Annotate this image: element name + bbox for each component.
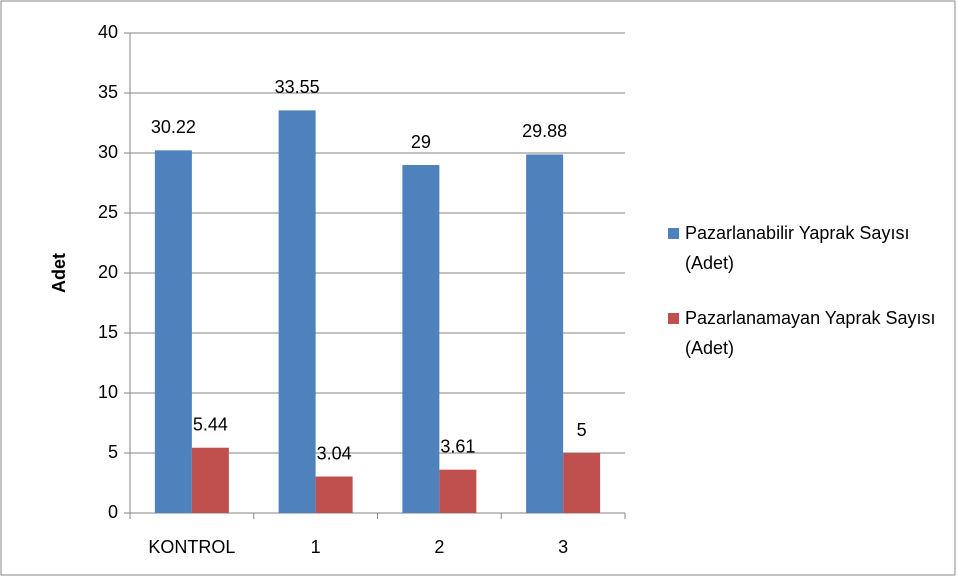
y-tick-label: 5 — [108, 442, 118, 462]
data-label: 29 — [411, 132, 431, 152]
data-label: 5.44 — [193, 414, 228, 434]
x-tick-label: 3 — [558, 537, 568, 557]
y-tick-label: 30 — [98, 142, 118, 162]
bar — [563, 453, 601, 513]
y-tick-label: 15 — [98, 322, 118, 342]
y-tick-label: 35 — [98, 82, 118, 102]
legend-label: Pazarlanamayan Yaprak Sayısı (Adet) — [685, 308, 936, 358]
data-label: 33.55 — [275, 77, 320, 97]
y-tick-label: 40 — [98, 22, 118, 42]
y-tick-label: 0 — [108, 502, 118, 522]
bar — [402, 165, 440, 513]
bar — [526, 154, 564, 513]
x-tick-label: KONTROL — [148, 537, 235, 557]
bar — [191, 447, 229, 513]
y-tick-label: 25 — [98, 202, 118, 222]
bar — [278, 110, 316, 514]
data-label: 3.04 — [317, 443, 352, 463]
legend-item: Pazarlanabilir Yaprak Sayısı (Adet) — [668, 218, 938, 278]
x-tick-label: 1 — [311, 537, 321, 557]
data-label: 30.22 — [151, 117, 196, 137]
data-label: 5 — [577, 420, 587, 440]
legend-label: Pazarlanabilir Yaprak Sayısı (Adet) — [685, 223, 910, 273]
bar — [154, 150, 192, 514]
data-label: 29.88 — [522, 121, 567, 141]
bar — [439, 469, 477, 513]
legend-item: Pazarlanamayan Yaprak Sayısı (Adet) — [668, 303, 938, 363]
y-tick-label: 20 — [98, 262, 118, 282]
legend-swatch — [668, 228, 679, 239]
bar — [315, 476, 353, 513]
y-axis-label: Adet — [49, 253, 69, 293]
data-label: 3.61 — [440, 436, 475, 456]
y-tick-label: 10 — [98, 382, 118, 402]
legend-swatch — [668, 313, 679, 324]
x-tick-label: 2 — [434, 537, 444, 557]
